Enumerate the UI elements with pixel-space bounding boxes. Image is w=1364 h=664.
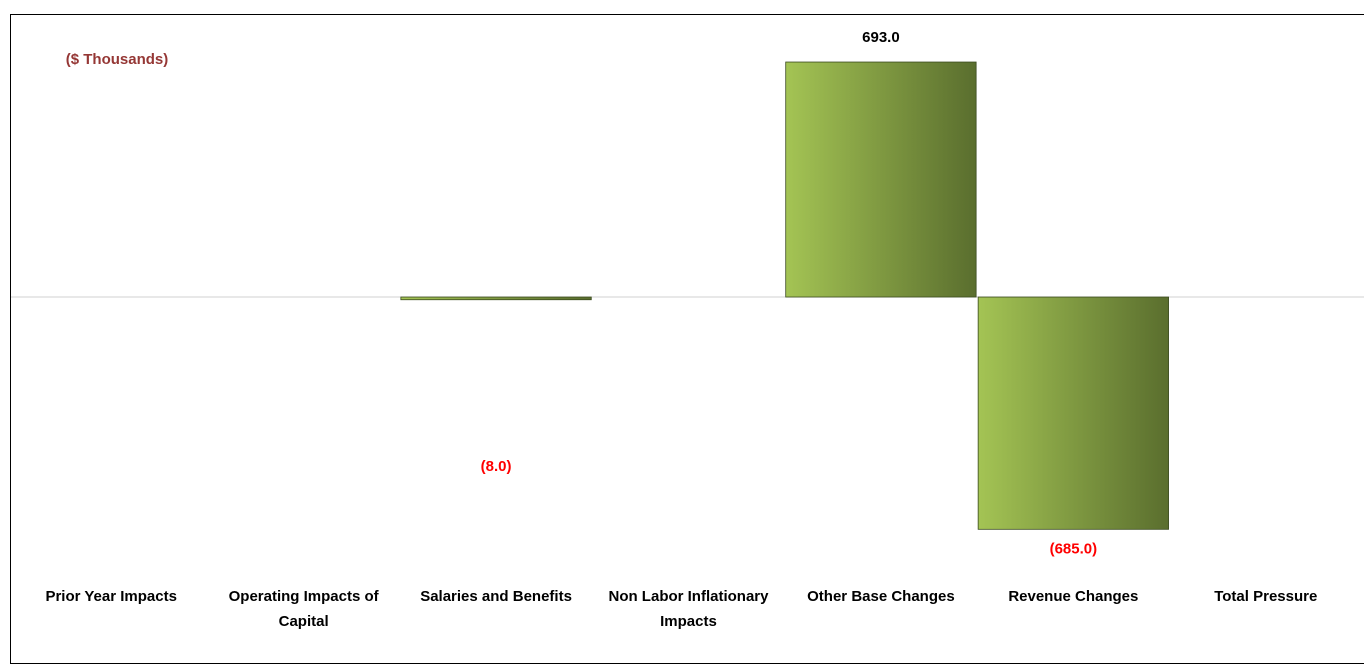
data-label: (685.0) bbox=[1050, 540, 1098, 557]
data-label: (8.0) bbox=[481, 458, 512, 475]
units-label: ($ Thousands) bbox=[66, 51, 169, 68]
data-label: 693.0 bbox=[862, 29, 900, 46]
x-tick-label: Non Labor Inflationary Impacts bbox=[608, 588, 769, 630]
bar bbox=[977, 296, 1169, 530]
x-tick-label: Operating Impacts of Capital bbox=[228, 588, 379, 630]
x-tick-label: Other Base Changes bbox=[807, 588, 955, 605]
x-tick-label: Revenue Changes bbox=[1008, 588, 1139, 605]
bar bbox=[400, 296, 592, 301]
bar bbox=[785, 61, 977, 298]
x-tick-label: Salaries and Benefits bbox=[420, 588, 572, 605]
x-tick-label: Total Pressure bbox=[1214, 588, 1318, 605]
x-tick-label: Prior Year Impacts bbox=[45, 588, 177, 605]
